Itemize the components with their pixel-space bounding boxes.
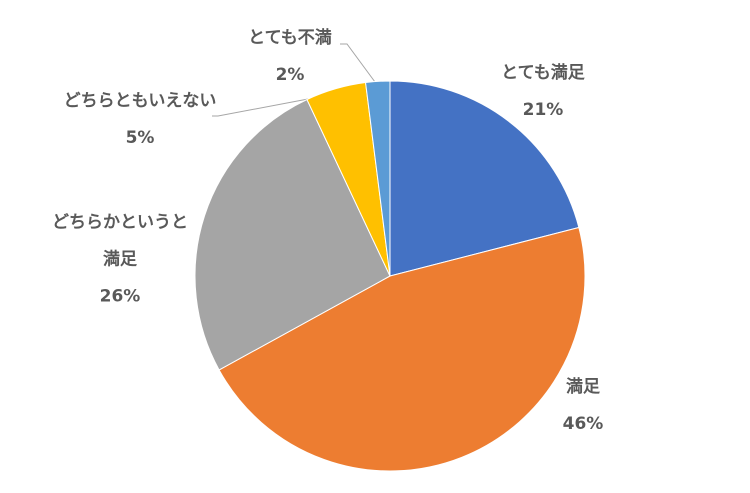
category-label: とても不満 (248, 28, 332, 48)
category-label: とても満足 (501, 63, 585, 83)
value-label: 46% (562, 414, 604, 434)
pie-slice (365, 80, 391, 277)
value-label: 26% (99, 286, 141, 307)
value-label: 2% (275, 65, 305, 85)
leader-line (212, 98, 309, 117)
pie-slice (389, 80, 580, 277)
data-label: どちらともいえない 5% (50, 83, 230, 157)
data-label: とても不満 2% (230, 20, 350, 94)
data-label: とても満足 21% (483, 55, 603, 129)
value-label: 5% (125, 128, 155, 148)
data-label: 満足 46% (543, 369, 623, 443)
category-label: どちらかというと満足 (52, 212, 188, 270)
pie-slice (194, 98, 391, 371)
pie-slice (218, 226, 586, 472)
category-label: 満足 (566, 377, 600, 397)
value-label: 21% (522, 100, 564, 120)
leader-line (340, 43, 376, 83)
category-label: どちらともいえない (63, 91, 217, 111)
data-label: どちらかというと満足 26% (45, 205, 195, 316)
